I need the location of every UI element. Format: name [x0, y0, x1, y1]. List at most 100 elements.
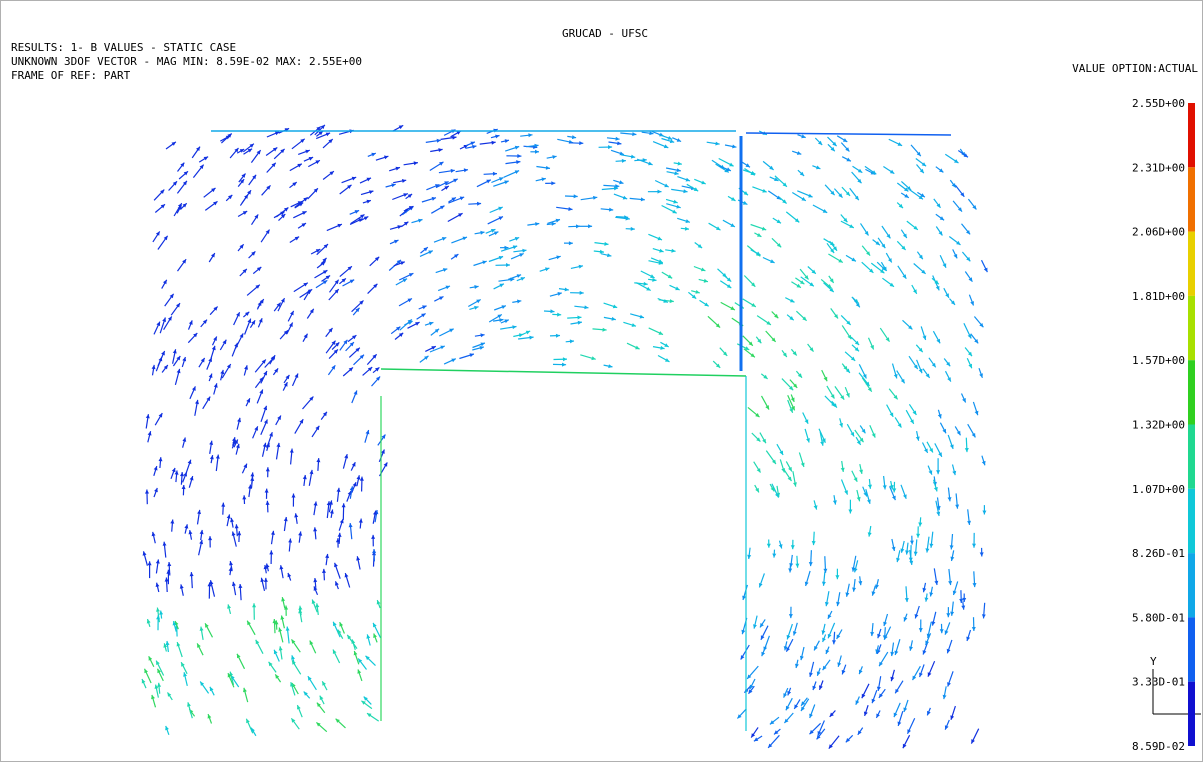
arrow-head: [927, 672, 932, 677]
arrow-head: [154, 684, 159, 689]
arrow-head: [854, 340, 860, 345]
arrow-head: [272, 619, 277, 624]
arrow-head: [929, 543, 934, 548]
arrow-head: [213, 306, 218, 311]
arrow-head: [337, 223, 342, 228]
arrow-head: [300, 138, 305, 143]
arrow-head: [263, 405, 268, 411]
arrow-head: [306, 289, 311, 295]
arrow-head: [353, 390, 358, 395]
arrow-head: [349, 279, 355, 284]
arrow-head: [428, 250, 433, 255]
arrow-head: [361, 700, 366, 705]
arrow-head: [801, 701, 806, 706]
legend-label: 8.26D-01: [1132, 547, 1185, 560]
arrow-head: [951, 183, 956, 188]
arrow-head: [801, 706, 805, 711]
arrow-head: [789, 385, 794, 391]
arrow-head: [593, 195, 598, 200]
arrow-head: [816, 165, 821, 170]
arrow-head: [879, 661, 883, 667]
arrow-head: [910, 540, 914, 545]
arrow-head: [263, 565, 268, 570]
arrow-head: [280, 211, 285, 216]
arrow-head: [732, 144, 737, 149]
arrow-head: [431, 346, 436, 350]
arrow-head: [298, 605, 303, 610]
arrow-head: [763, 374, 768, 379]
arrow-head: [881, 243, 886, 249]
arrow-head: [912, 675, 917, 681]
arrow-head: [180, 472, 184, 477]
arrow-head: [855, 302, 860, 308]
arrow-head: [669, 299, 674, 304]
arrow-head: [292, 182, 297, 187]
arrow-head: [793, 482, 797, 487]
arrow-head: [715, 323, 721, 328]
arrow-head: [418, 218, 423, 223]
arrow-head: [154, 487, 158, 493]
arrow-head: [163, 279, 167, 285]
arrow-head: [957, 207, 962, 212]
arrow-head: [836, 634, 841, 639]
arrow-head: [834, 314, 838, 319]
arrow-head: [850, 356, 856, 361]
arrow-head: [514, 170, 520, 174]
arrow-head: [912, 410, 917, 415]
arrow-head: [631, 323, 636, 327]
arrow-head: [657, 236, 662, 241]
legend-swatch: [1188, 103, 1195, 168]
arrow-head: [348, 523, 353, 528]
arrow-head: [482, 260, 487, 265]
arrow-head: [357, 669, 362, 674]
arrow-head: [900, 548, 905, 553]
arrow-head: [817, 731, 822, 736]
arrow-head: [729, 162, 734, 167]
arrow-head: [333, 621, 337, 627]
arrow-head: [956, 430, 961, 436]
arrow-head: [291, 493, 296, 498]
arrow-head: [552, 155, 557, 159]
arrow-head: [434, 328, 440, 333]
arrow-head: [167, 692, 172, 697]
arrow-head: [285, 374, 290, 380]
arrow-head: [142, 551, 147, 556]
arrow-head: [144, 668, 148, 674]
arrow-head: [263, 577, 268, 582]
arrow-head: [228, 194, 233, 200]
arrow-head: [231, 581, 236, 587]
arrow-head: [913, 551, 918, 556]
arrow-head: [863, 492, 868, 497]
arrow-head: [347, 634, 352, 640]
arrow-head: [576, 224, 580, 229]
arrow-head: [794, 218, 800, 223]
legend-label: 1.57D+00: [1132, 354, 1185, 367]
arrow-head: [374, 256, 380, 261]
arrow-head: [291, 718, 296, 723]
arrow-head: [979, 373, 983, 378]
arrow-head: [237, 531, 242, 536]
arrow-head: [535, 149, 539, 154]
arrow-head: [294, 373, 299, 378]
arrow-head: [857, 730, 862, 735]
arrow-head: [776, 243, 782, 248]
arrow-head: [847, 334, 852, 340]
arrow-head: [812, 685, 817, 691]
arrow-head: [716, 226, 721, 231]
arrow-head: [213, 383, 218, 388]
arrow-head: [821, 438, 826, 443]
arrow-head: [207, 582, 212, 587]
arrow-head: [247, 190, 251, 195]
arrow-head: [555, 333, 560, 338]
arrow-head: [658, 331, 663, 335]
arrow-head: [971, 627, 976, 631]
arrow-head: [731, 197, 736, 201]
arrow-head: [652, 277, 657, 282]
arrow-head: [408, 321, 413, 325]
arrow-head: [827, 614, 832, 619]
arrow-head: [183, 672, 187, 677]
arrow-head: [966, 230, 971, 235]
arrow-head: [344, 454, 349, 459]
arrow-head: [562, 357, 567, 362]
